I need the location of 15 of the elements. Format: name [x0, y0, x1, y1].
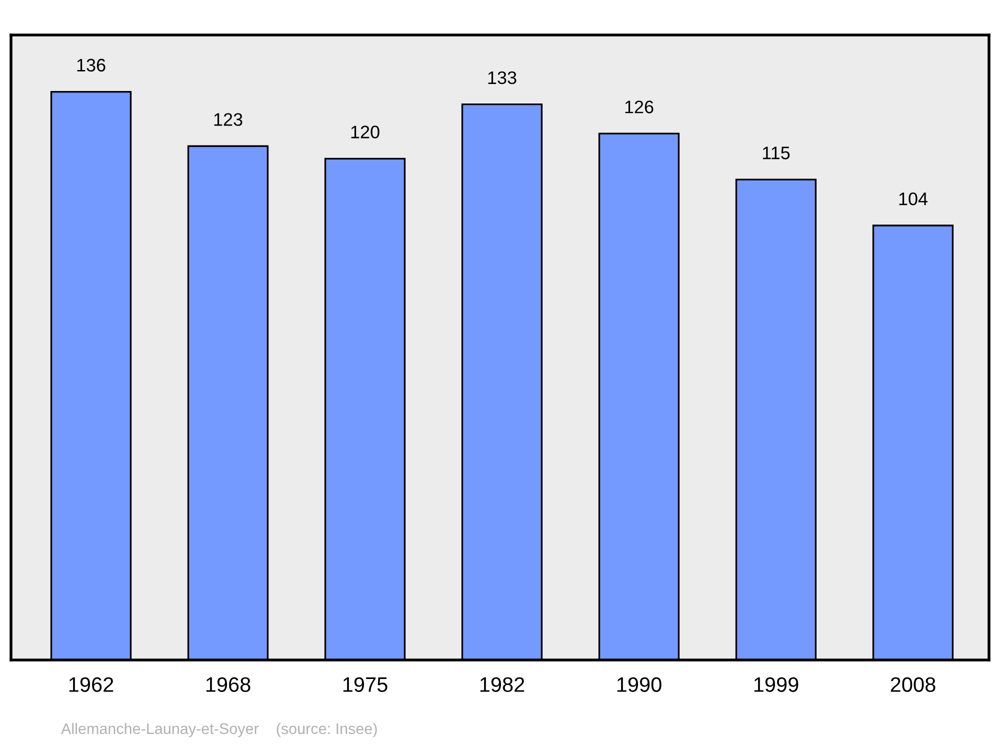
x-tick-label: 1962 — [69, 677, 114, 692]
data-label: 120 — [351, 126, 380, 138]
data-label: 126 — [625, 100, 654, 114]
data-label: 136 — [77, 58, 106, 72]
data-label: 104 — [899, 192, 928, 206]
x-tick-label: 1990 — [617, 677, 662, 692]
x-tick-label: 1982 — [480, 677, 524, 692]
data-label: 133 — [488, 71, 516, 84]
x-tick-label: 2008 — [890, 677, 936, 692]
x-tick-label: 1975 — [343, 677, 388, 692]
x-tick-label: 1999 — [754, 677, 798, 692]
data-label: 123 — [214, 113, 242, 126]
x-tick-label: 1968 — [206, 677, 250, 692]
data-label: 115 — [762, 146, 790, 160]
text: Allemanche-Launay-et-Soyer (source: Insee) — [61, 722, 377, 738]
